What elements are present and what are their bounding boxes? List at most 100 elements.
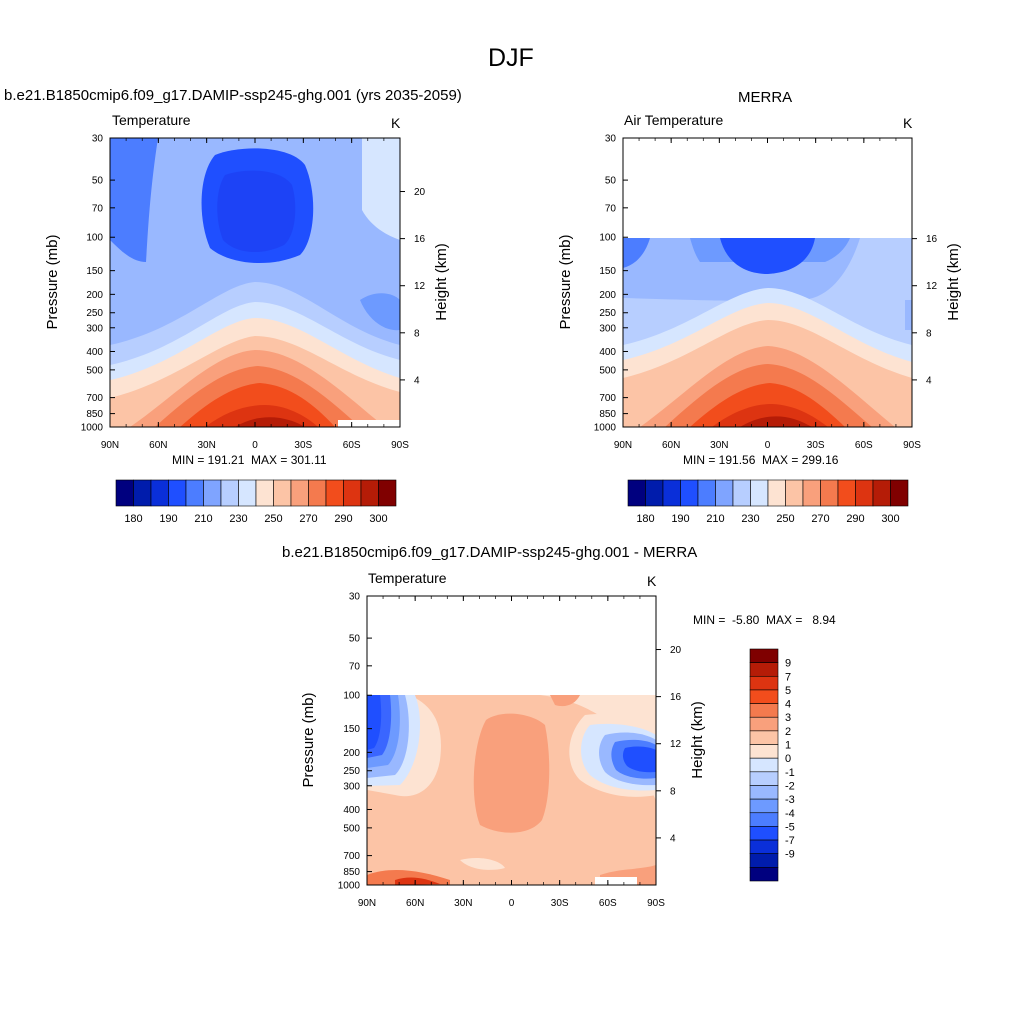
panel-1-height-tick-label: 16 — [414, 234, 426, 245]
panel-1-x-tick-label: 60N — [149, 440, 167, 451]
panel-3-colorbar-box — [749, 853, 779, 868]
panel-1-pressure-tick-label: 100 — [86, 233, 103, 244]
panel-1-ylabel: Pressure (mb) — [44, 234, 61, 329]
panel-3-colorbar-label: -3 — [785, 794, 795, 806]
panel-2-pressure-tick-label: 30 — [605, 134, 617, 145]
panel-1-x-tick-label: 30S — [294, 440, 312, 451]
panel-2-colorbar-box — [750, 479, 769, 507]
panel-1-units-label: K — [391, 115, 401, 131]
panel-3-colorbar-box — [749, 716, 779, 732]
panel-3-colorbar-box — [749, 867, 779, 882]
panel-3-colorbar-box — [749, 730, 779, 745]
panel-1-colorbar-box — [325, 479, 344, 507]
panel-2-pressure-tick-label: 850 — [599, 409, 616, 420]
panel-3-height-tick-label: 8 — [670, 786, 676, 797]
panel-3-pressure-tick-label: 100 — [343, 691, 360, 702]
panel-2-pressure-tick-label: 250 — [599, 308, 616, 319]
panel-2-height-tick-label: 8 — [926, 328, 932, 339]
panel-3-colorbar-label: -9 — [785, 849, 795, 861]
panel-3-pressure-tick-label: 400 — [343, 805, 360, 816]
panel-2-colorbar-label: 210 — [706, 513, 724, 525]
panel-1-title: b.e21.B1850cmip6.f09_g17.DAMIP-ssp245-gh… — [4, 87, 462, 104]
panel-3-pressure-tick-label: 850 — [343, 867, 360, 878]
panel-2-colorbar-box — [802, 479, 821, 507]
panel-3-height-tick-label: 16 — [670, 692, 682, 703]
panel-1-colorbar-label: 250 — [264, 513, 282, 525]
panel-2-colorbar-label: 230 — [741, 513, 759, 525]
panel-2-pressure-tick-label: 1000 — [594, 423, 617, 434]
panel-2-pressure-tick-label: 500 — [599, 365, 616, 376]
panel-2-colorbar-box — [715, 479, 734, 507]
panel-2-x-tick-label: 30N — [710, 440, 728, 451]
panel-1-colorbar-label: 300 — [369, 513, 387, 525]
panel-1-height-tick-label: 12 — [414, 281, 426, 292]
panel-1-colorbar-box — [150, 479, 169, 507]
panel-3-pressure-tick-label: 250 — [343, 766, 360, 777]
panel-2-colorbar-box — [767, 479, 786, 507]
panel-1-colorbar-box — [168, 479, 187, 507]
panel-3-colorbar-box — [749, 675, 779, 691]
panel-1-variable-label: Temperature — [112, 112, 191, 128]
panel-3-height-tick-label: 4 — [670, 833, 676, 844]
panel-3-ylabel: Pressure (mb) — [300, 692, 317, 787]
panel-3-colorbar-box — [749, 826, 779, 841]
panel-3-x-tick-label: 90N — [358, 898, 376, 909]
panel-2-x-tick-label: 30S — [807, 440, 825, 451]
panel-3-colorbar-label: 5 — [785, 685, 791, 697]
panel-3-height-tick-label: 20 — [670, 645, 682, 656]
panel-3-colorbar-box — [749, 771, 779, 786]
panel-2-x-tick-label: 0 — [765, 440, 771, 451]
panel-3-pressure-tick-label: 700 — [343, 851, 360, 862]
panel-3-colorbar-box — [749, 703, 779, 718]
panel-2-colorbar-box — [820, 479, 839, 507]
panel-2-pressure-tick-label: 50 — [605, 176, 617, 187]
panel-1-pressure-tick-label: 50 — [92, 176, 104, 187]
panel-1-pressure-tick-label: 200 — [86, 290, 103, 301]
panel-3-colorbar-label: -2 — [785, 780, 795, 792]
panel-2-colorbar-box — [837, 479, 856, 507]
panel-3-colorbar-box — [749, 662, 779, 677]
panel-3-colorbar-label: 4 — [785, 699, 791, 711]
panel-1-colorbar-label: 190 — [159, 513, 177, 525]
panel-2-colorbar-box — [732, 479, 751, 507]
panel-2-ylabel: Pressure (mb) — [557, 234, 574, 329]
panel-1-colorbar-box — [378, 479, 397, 507]
panel-3-title: b.e21.B1850cmip6.f09_g17.DAMIP-ssp245-gh… — [282, 544, 698, 561]
panel-1-pressure-tick-label: 500 — [86, 365, 103, 376]
panel-2-colorbar-box — [855, 479, 874, 507]
panel-1-colorbar-box — [343, 479, 362, 507]
panel-3-pressure-tick-label: 50 — [349, 634, 361, 645]
panel-3-pressure-tick-label: 70 — [349, 661, 361, 672]
panel-3-x-tick-label: 0 — [509, 898, 515, 909]
panel-1-colorbar-box — [238, 479, 257, 507]
panel-1-colorbar-box — [220, 479, 239, 507]
panel-3-colorbar-box — [749, 757, 779, 773]
panel-3-colorbar-label: 2 — [785, 726, 791, 738]
panel-1-pressure-tick-label: 70 — [92, 203, 104, 214]
panel-1-pressure-tick-label: 250 — [86, 308, 103, 319]
panel-2-height-tick-label: 12 — [926, 281, 938, 292]
panel-3-colorbar-label: 9 — [785, 658, 791, 670]
panel-2-pressure-tick-label: 400 — [599, 347, 616, 358]
panel-3-pressure-tick-label: 300 — [343, 781, 360, 792]
panel-3-colorbar-box — [749, 798, 779, 814]
panel-1-height-tick-label: 4 — [414, 375, 420, 386]
panel-1-colorbar-box — [115, 479, 134, 507]
panel-2-height-tick-label: 16 — [926, 234, 938, 245]
panel-2-pressure-tick-label: 100 — [599, 233, 616, 244]
panel-1-colorbar-box — [290, 479, 309, 507]
panel-1-colorbar-label: 230 — [229, 513, 247, 525]
panel-3-colorbar-box — [749, 812, 779, 827]
panel-2-colorbar-box — [645, 479, 664, 507]
panel-2-colorbar-box — [872, 479, 891, 507]
panel-2-pressure-tick-label: 70 — [605, 203, 617, 214]
panel-3-variable-label: Temperature — [368, 570, 447, 586]
panel-2-min-max: MIN = 191.56 MAX = 299.16 — [683, 453, 839, 467]
panel-2-colorbar-label: 300 — [881, 513, 899, 525]
panel-3-contour-field — [367, 695, 656, 885]
panel-1-pressure-tick-label: 30 — [92, 134, 104, 145]
panel-1-colorbar-label: 210 — [194, 513, 212, 525]
panel-1-colorbar-box — [203, 479, 222, 507]
panel-2-colorbar-box — [627, 479, 646, 507]
